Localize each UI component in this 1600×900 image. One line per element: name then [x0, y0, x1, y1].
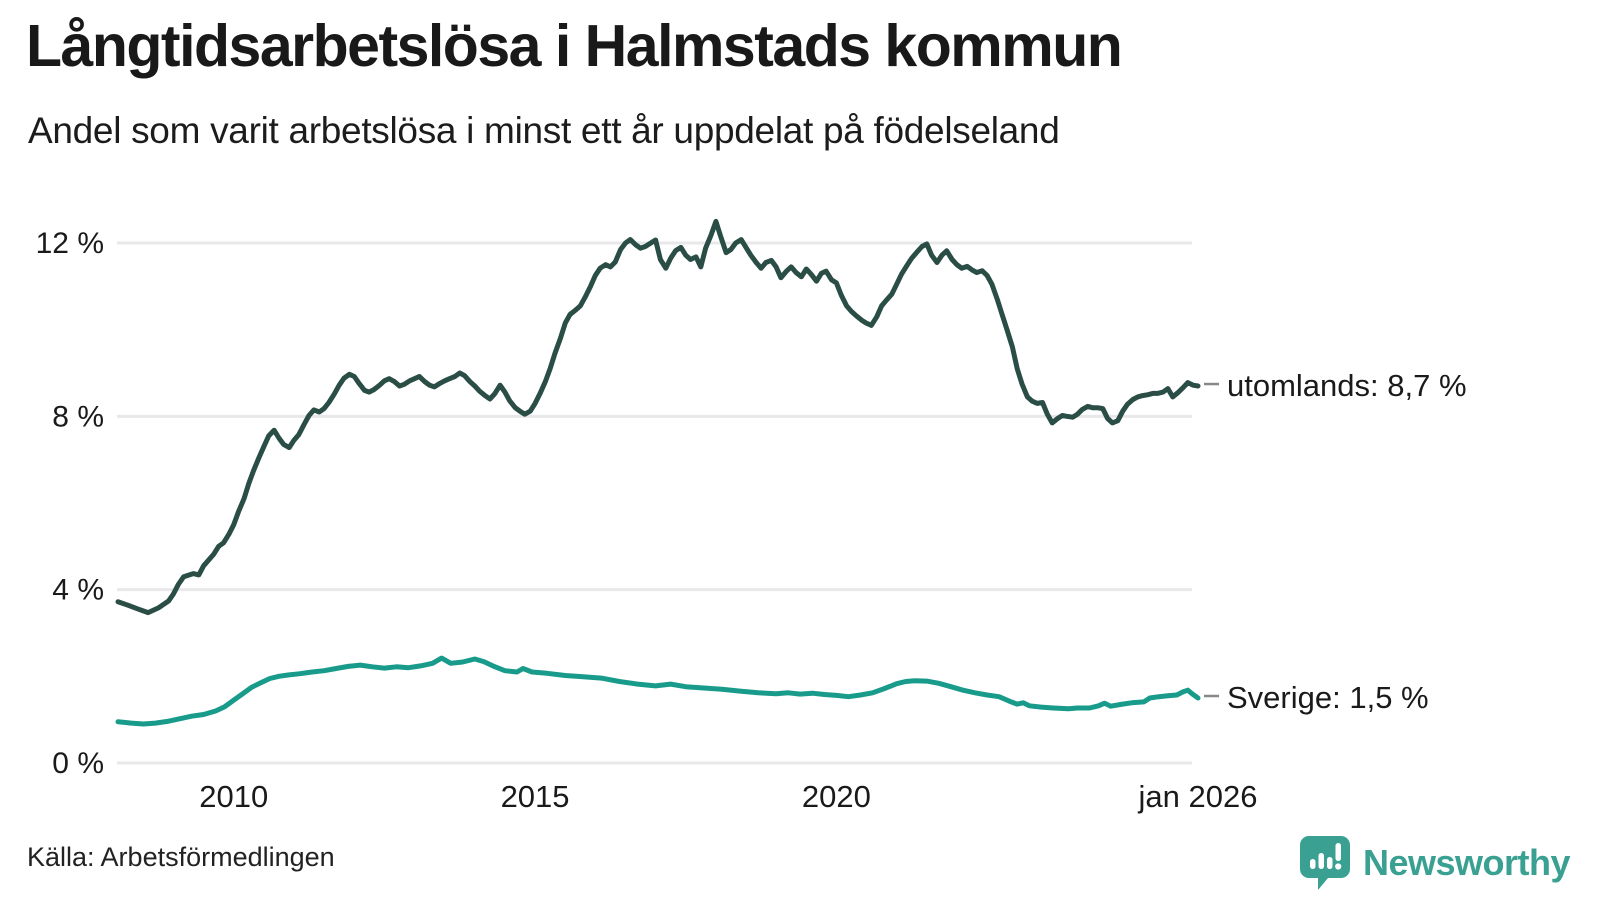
x-tick-label: jan 2026	[1138, 779, 1258, 814]
x-tick-label: 2015	[501, 779, 570, 814]
y-tick-label: 0 %	[52, 747, 104, 780]
page-title: Långtidsarbetslösa i Halmstads kommun	[26, 13, 1123, 79]
series-line-utomlands	[115, 218, 1201, 616]
series-line-sverige	[115, 655, 1201, 727]
series-end-label-utomlands: utomlands: 8,7 %	[1227, 368, 1467, 403]
series-end-label-sverige: Sverige: 1,5 %	[1227, 680, 1429, 715]
source-note: Källa: Arbetsförmedlingen	[27, 842, 335, 872]
y-tick-label: 4 %	[52, 574, 104, 607]
y-tick-label: 8 %	[52, 400, 104, 433]
y-tick-label: 12 %	[36, 227, 104, 260]
x-tick-label: 2020	[802, 779, 871, 814]
newsworthy-logo: Newsworthy	[1298, 834, 1571, 892]
x-tick-label: 2010	[199, 779, 268, 814]
page-subtitle: Andel som varit arbetslösa i minst ett å…	[28, 110, 1060, 151]
newsworthy-wordmark: Newsworthy	[1362, 842, 1571, 883]
newsworthy-icon	[1298, 834, 1352, 892]
